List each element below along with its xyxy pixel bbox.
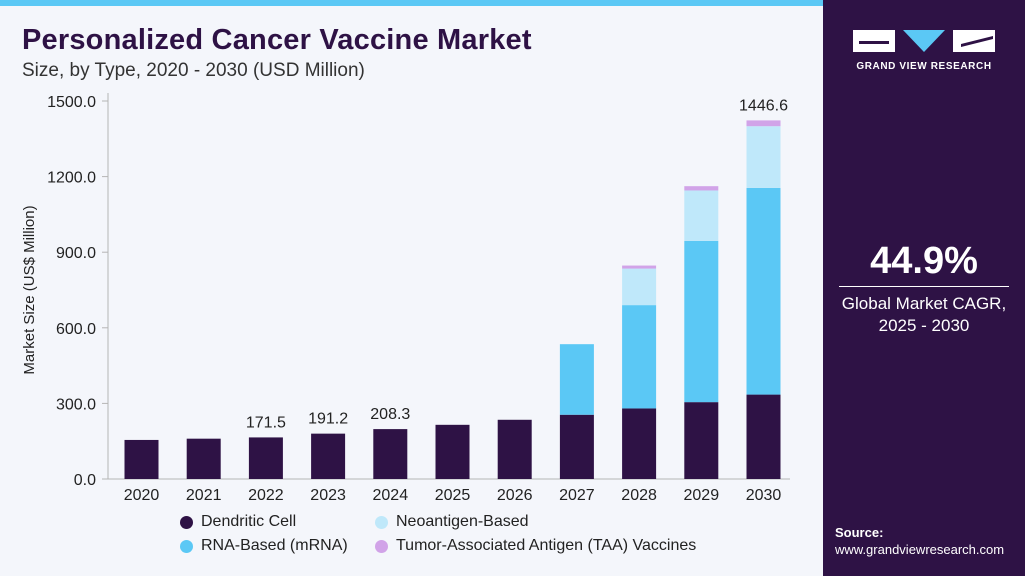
bar-segment-rna-based-mrna-2027 [559, 344, 594, 415]
bar-segment-tumor-associated-antigen-taa-vaccines-2028 [622, 265, 657, 269]
legend-item: RNA-Based (mRNA) [180, 537, 348, 555]
legend-item: Dendritic Cell [180, 513, 296, 531]
y-tick-label: 1200.0 [47, 170, 96, 187]
chart-legend: Dendritic Cell Neoantigen-Based RNA-Based … [180, 513, 780, 563]
y-axis-title: Market Size (US$ Million) [21, 205, 38, 374]
legend-item: Tumor-Associated Antigen (TAA) Vaccines [375, 537, 696, 555]
x-tick-label: 2022 [248, 487, 284, 504]
x-tick-label: 2025 [435, 487, 471, 504]
bar-segment-tumor-associated-antigen-taa-vaccines-2030 [746, 120, 781, 127]
page-title: Personalized Cancer Vaccine Market [22, 24, 532, 56]
y-tick-label: 0.0 [74, 472, 96, 489]
legend-item: Neoantigen-Based [375, 513, 529, 531]
x-tick-label: 2020 [124, 487, 160, 504]
y-tick-label: 900.0 [56, 245, 96, 262]
source-link[interactable]: www.grandviewresearch.com [835, 542, 1005, 557]
bar-segment-tumor-associated-antigen-taa-vaccines-2029 [684, 186, 719, 191]
bar-segment-dendritic-cell-2027 [559, 414, 594, 479]
cagr-divider [839, 286, 1009, 287]
chart-panel: Personalized Cancer Vaccine Market Size,… [0, 0, 823, 576]
legend-swatch [180, 539, 193, 553]
legend-label: Dendritic Cell [201, 513, 297, 530]
accent-bar [0, 0, 823, 6]
bar-segment-dendritic-cell-2023 [311, 433, 346, 479]
x-tick-label: 2028 [621, 487, 657, 504]
data-label-2022: 171.5 [246, 414, 286, 431]
page-subtitle: Size, by Type, 2020 - 2030 (USD Million) [22, 60, 365, 81]
x-tick-label: 2024 [373, 487, 409, 504]
bar-segment-neoantigen-based-2030 [746, 126, 781, 188]
bar-segment-dendritic-cell-2024 [373, 429, 408, 479]
bar-segment-neoantigen-based-2029 [684, 190, 719, 241]
bar-segment-dendritic-cell-2030 [746, 394, 781, 479]
y-tick-label: 600.0 [56, 321, 96, 338]
bar-segment-dendritic-cell-2021 [186, 438, 221, 479]
cagr-label-line1: Global Market CAGR, [841, 294, 1007, 313]
data-label-2023: 191.2 [308, 411, 348, 428]
gvr-logo-icon [853, 30, 995, 52]
legend-swatch [375, 515, 388, 529]
legend-swatch [180, 515, 193, 529]
cagr-label: Global Market CAGR, 2025 - 2030 [823, 293, 1025, 337]
x-tick-label: 2023 [310, 487, 346, 504]
bar-segment-neoantigen-based-2028 [622, 268, 657, 306]
y-tick-label: 300.0 [56, 396, 96, 413]
x-tick-label: 2029 [684, 487, 720, 504]
grand-view-research-logo: GRAND VIEW RESEARCH [853, 28, 995, 74]
y-tick-label: 1500.0 [47, 94, 96, 111]
brand-panel: GRAND VIEW RESEARCH 44.9% Global Market … [823, 0, 1025, 576]
bar-segment-dendritic-cell-2028 [622, 408, 657, 479]
x-tick-label: 2021 [186, 487, 222, 504]
data-label-2024: 208.3 [370, 406, 410, 423]
bar-segment-dendritic-cell-2022 [248, 437, 283, 479]
bar-segment-rna-based-mrna-2030 [746, 187, 781, 395]
cagr-value: 44.9% [870, 240, 978, 282]
x-tick-label: 2030 [746, 487, 782, 504]
legend-label: Tumor-Associated Antigen (TAA) Vaccines [396, 537, 697, 554]
x-tick-label: 2026 [497, 487, 533, 504]
legend-label: RNA-Based (mRNA) [201, 537, 348, 554]
bar-segment-rna-based-mrna-2028 [622, 305, 657, 409]
bar-segment-dendritic-cell-2020 [124, 439, 159, 479]
stacked-bar-chart: 0.0 300.0 600.0 900.0 1200.0 1500.0 Market Siz… [21, 93, 790, 504]
legend-label: Neoantigen-Based [396, 513, 529, 530]
source-label: Source: [835, 525, 884, 540]
bar-segment-rna-based-mrna-2029 [684, 240, 719, 403]
legend-swatch [375, 539, 388, 553]
cagr-label-line2: 2025 - 2030 [878, 316, 970, 335]
logo-wordmark: GRAND VIEW RESEARCH [856, 61, 992, 72]
x-tick-label: 2027 [559, 487, 595, 504]
bar-segment-dendritic-cell-2026 [497, 419, 532, 479]
bar-segment-dendritic-cell-2025 [435, 424, 470, 479]
bar-segment-dendritic-cell-2029 [684, 402, 719, 479]
data-label-2030: 1446.6 [739, 97, 788, 114]
